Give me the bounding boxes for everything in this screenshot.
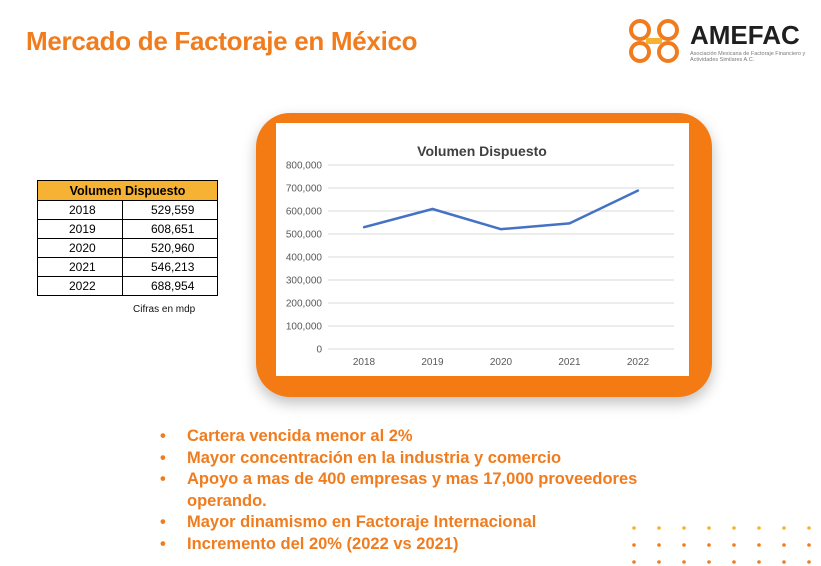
decorative-dot bbox=[657, 560, 661, 564]
decorative-dot bbox=[732, 560, 736, 564]
year-cell: 2021 bbox=[37, 257, 123, 277]
data-point bbox=[568, 222, 571, 225]
amefac-logo-icon bbox=[629, 19, 679, 63]
list-item: • Mayor concentración en la industria y c… bbox=[156, 448, 717, 470]
decorative-dot bbox=[657, 526, 661, 530]
value-cell: 529,559 bbox=[122, 200, 218, 220]
y-tick-label: 500,000 bbox=[286, 230, 323, 241]
year-cell: 2018 bbox=[37, 200, 123, 220]
decorative-dot bbox=[807, 543, 811, 547]
series-line bbox=[363, 189, 639, 231]
decorative-dot bbox=[682, 560, 686, 564]
bullet-text: Mayor concentración en la industria y co… bbox=[187, 448, 562, 467]
value-cell: 546,213 bbox=[122, 257, 218, 277]
value-cell: 608,651 bbox=[122, 219, 218, 239]
x-tick-label: 2022 bbox=[627, 357, 650, 368]
decorative-dot bbox=[732, 543, 736, 547]
bullet-marker: • bbox=[160, 470, 166, 488]
y-tick-label: 600,000 bbox=[286, 207, 323, 218]
data-point bbox=[499, 227, 503, 231]
table-row: 2022 688,954 bbox=[37, 276, 218, 296]
table-row: 2018 529,559 bbox=[37, 200, 218, 220]
bullet-list: • Cartera vencida menor al 2% • Mayor conc… bbox=[156, 426, 717, 555]
decorative-dot bbox=[707, 560, 711, 564]
decorative-dot bbox=[632, 560, 636, 564]
x-tick-label: 2018 bbox=[353, 357, 376, 368]
decorative-dot bbox=[682, 526, 686, 530]
bullet-text: Incremento del 20% (2022 vs 2021) bbox=[187, 534, 459, 553]
decorative-dot bbox=[807, 560, 811, 564]
year-cell: 2022 bbox=[37, 276, 123, 296]
decorative-dot bbox=[707, 543, 711, 547]
list-item: • Apoyo a mas de 400 empresas y mas 17,00… bbox=[156, 469, 717, 512]
decorative-dot bbox=[632, 526, 636, 530]
table-row: 2019 608,651 bbox=[37, 219, 218, 239]
data-point bbox=[431, 207, 434, 211]
decorative-dot bbox=[782, 543, 786, 547]
bullet-text: Cartera vencida menor al 2% bbox=[187, 427, 413, 445]
decorative-dot bbox=[732, 526, 736, 530]
table-header: Volumen Dispuesto bbox=[37, 180, 218, 201]
x-tick-label: 2019 bbox=[421, 357, 444, 368]
year-cell: 2020 bbox=[37, 238, 123, 258]
bullet-text: Mayor dinamismo en Factoraje Internacion… bbox=[187, 513, 537, 531]
table-row: 2020 520,960 bbox=[37, 238, 218, 258]
chart-area: Volumen Dispuesto 0 100,000 200,000 300,000 4… bbox=[276, 123, 689, 376]
decorative-dot bbox=[782, 560, 786, 564]
decorative-dot bbox=[757, 543, 761, 547]
data-point bbox=[362, 226, 366, 229]
value-cell: 520,960 bbox=[122, 238, 218, 258]
y-tick-label: 800,000 bbox=[286, 161, 323, 172]
logo-tagline: Asociación Mexicana de Factoraje Financi… bbox=[690, 51, 806, 63]
line-chart: Volumen Dispuesto 0 100,000 200,000 300,000 4… bbox=[286, 143, 674, 368]
year-cell: 2019 bbox=[37, 219, 123, 239]
volume-table: Volumen Dispuesto 2018 529,559 2019 608,65… bbox=[37, 180, 218, 296]
y-tick-label: 200,000 bbox=[286, 299, 323, 310]
decorative-dot bbox=[682, 543, 686, 547]
list-item: • Cartera vencida menor al 2% bbox=[156, 426, 717, 448]
decorative-dot bbox=[757, 526, 761, 530]
y-tick-label: 400,000 bbox=[286, 253, 323, 264]
y-tick-label: 300,000 bbox=[286, 276, 323, 287]
units-note: Cifras en mdp bbox=[133, 304, 196, 315]
x-tick-label: 2021 bbox=[558, 357, 581, 368]
decorative-dot bbox=[782, 526, 786, 530]
decorative-dot bbox=[632, 543, 636, 547]
bullet-marker: • bbox=[160, 513, 166, 531]
decorative-dot bbox=[707, 526, 711, 530]
y-tick-label: 100,000 bbox=[286, 322, 323, 333]
data-point bbox=[636, 189, 640, 192]
list-item: • Incremento del 20% (2022 vs 2021) bbox=[156, 534, 717, 556]
logo-wordmark: AMEFAC bbox=[690, 20, 800, 50]
table-row: 2021 546,213 bbox=[37, 257, 218, 277]
decorative-dot-grid bbox=[632, 526, 811, 564]
list-item: • Mayor dinamismo en Factoraje Internacio… bbox=[156, 512, 717, 534]
y-tick-label: 700,000 bbox=[286, 184, 323, 195]
x-tick-label: 2020 bbox=[490, 357, 513, 368]
bullet-marker: • bbox=[160, 448, 166, 467]
bullet-marker: • bbox=[160, 534, 166, 553]
decorative-dot bbox=[757, 560, 761, 564]
decorative-dot bbox=[657, 543, 661, 547]
chart-title: Volumen Dispuesto bbox=[417, 143, 547, 159]
bullet-marker: • bbox=[160, 427, 166, 445]
amefac-logo: AMEFAC Asociación Mexicana de Factoraje … bbox=[626, 16, 816, 68]
decorative-dot bbox=[807, 526, 811, 530]
value-cell: 688,954 bbox=[122, 276, 218, 296]
page-title: Mercado de Factoraje en México bbox=[26, 26, 418, 56]
y-tick-label: 0 bbox=[316, 345, 322, 356]
bullet-text: Apoyo a mas de 400 empresas y mas 17,000… bbox=[187, 470, 638, 510]
